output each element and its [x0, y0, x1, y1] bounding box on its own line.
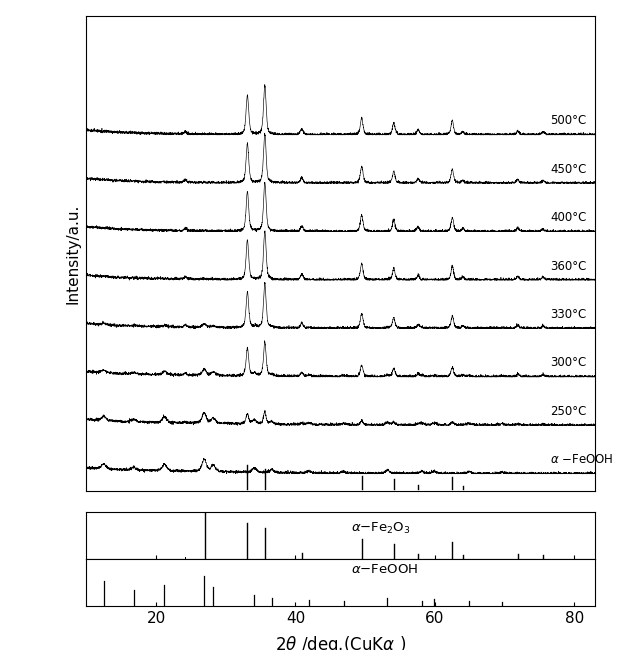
- Text: 360°C: 360°C: [550, 259, 586, 272]
- Text: 500°C: 500°C: [550, 114, 586, 127]
- Text: 300°C: 300°C: [550, 356, 586, 369]
- Text: 250°C: 250°C: [550, 405, 586, 418]
- Text: 330°C: 330°C: [550, 308, 586, 321]
- Y-axis label: Intensity/a.u.: Intensity/a.u.: [66, 203, 81, 304]
- Text: $\alpha$ $-$FeOOH: $\alpha$ $-$FeOOH: [550, 453, 613, 466]
- Text: 450°C: 450°C: [550, 162, 586, 176]
- Text: $\alpha$$-$Fe$_2$O$_3$: $\alpha$$-$Fe$_2$O$_3$: [351, 521, 411, 536]
- X-axis label: 2$\theta$ /deg.(CuK$\alpha$ ): 2$\theta$ /deg.(CuK$\alpha$ ): [275, 634, 406, 650]
- Text: 400°C: 400°C: [550, 211, 586, 224]
- Text: $\alpha$$-$FeOOH: $\alpha$$-$FeOOH: [351, 563, 419, 576]
